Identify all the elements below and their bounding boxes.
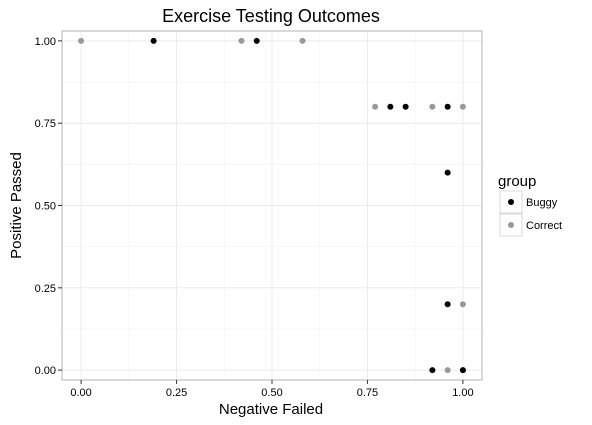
- data-point-correct: [78, 37, 85, 44]
- data-point-buggy: [444, 169, 451, 176]
- chart-title: Exercise Testing Outcomes: [162, 6, 380, 26]
- x-tick-label: 0.75: [357, 387, 378, 399]
- data-points: [78, 37, 466, 374]
- data-point-correct: [238, 37, 245, 44]
- legend-items: Buggy Correct: [499, 190, 562, 237]
- legend: group Buggy Correct: [498, 173, 562, 237]
- legend-label-correct: Correct: [526, 220, 562, 232]
- x-tick-label: 0.00: [70, 387, 91, 399]
- data-point-buggy: [253, 37, 260, 44]
- data-point-buggy: [444, 301, 451, 308]
- x-tick-label: 1.00: [452, 387, 473, 399]
- data-point-buggy: [402, 103, 409, 110]
- y-axis-title: Positive Passed: [8, 152, 25, 259]
- y-tick-label: 0.00: [35, 365, 56, 377]
- data-point-buggy: [459, 367, 466, 374]
- data-point-buggy: [387, 103, 394, 110]
- y-tick-label: 1.00: [35, 36, 56, 48]
- data-point-correct: [429, 103, 436, 110]
- legend-title: group: [498, 173, 536, 190]
- data-point-correct: [372, 103, 379, 110]
- axis-ticks: 0.00 0.25 0.50 0.75 1.00 0.00 0.25 0.50 0.75 1.00: [35, 36, 474, 399]
- data-point-correct: [459, 103, 466, 110]
- legend-key-point: [508, 222, 514, 228]
- data-point-correct: [444, 367, 451, 374]
- legend-key-point: [508, 199, 514, 205]
- data-point-buggy: [150, 37, 157, 44]
- grid-lines: [62, 31, 482, 380]
- data-point-correct: [459, 301, 466, 308]
- data-point-buggy: [429, 367, 436, 374]
- x-axis-title: Negative Failed: [219, 401, 323, 418]
- data-point-buggy: [444, 103, 451, 110]
- x-tick-label: 0.50: [261, 387, 282, 399]
- data-point-correct: [299, 37, 306, 44]
- legend-label-buggy: Buggy: [526, 197, 558, 209]
- x-tick-label: 0.25: [166, 387, 187, 399]
- y-tick-label: 0.50: [35, 201, 56, 213]
- y-tick-label: 0.75: [35, 118, 56, 130]
- y-tick-label: 0.25: [35, 283, 56, 295]
